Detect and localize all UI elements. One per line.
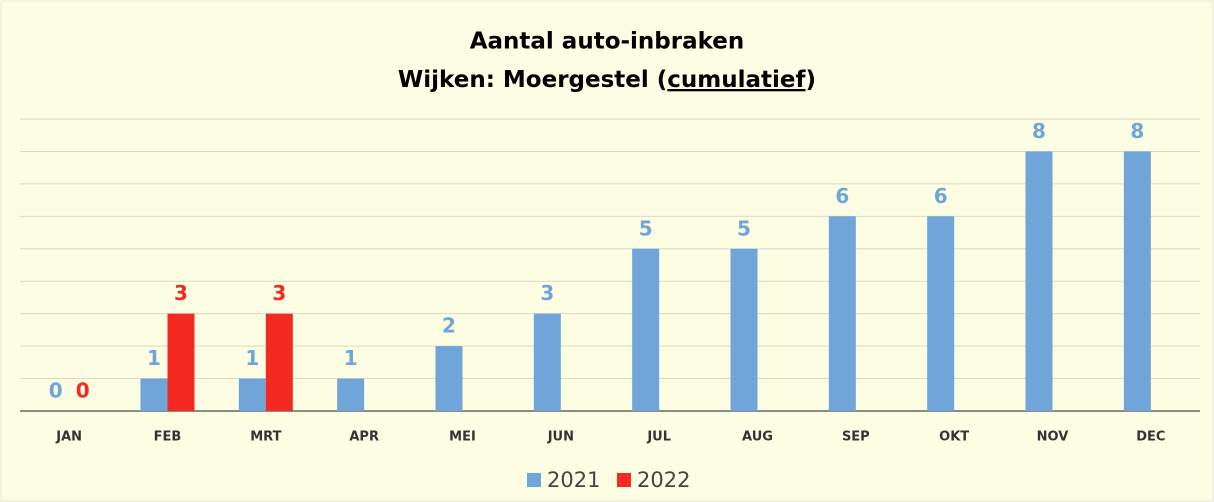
data-label: 5	[639, 216, 653, 240]
data-label: 3	[272, 281, 286, 305]
x-tick-label: DEC	[1136, 430, 1165, 445]
x-tick-label: MRT	[250, 430, 281, 445]
x-tick-label: NOV	[1037, 430, 1069, 445]
bar	[265, 313, 293, 411]
subtitle-part: )	[806, 67, 817, 93]
x-tick-label: MEI	[449, 430, 476, 445]
data-label: 1	[245, 346, 259, 370]
data-label: 8	[1032, 119, 1046, 143]
bar	[632, 248, 660, 411]
x-tick-label: SEP	[842, 430, 870, 445]
x-tick-label: OKT	[939, 430, 969, 445]
bar	[337, 378, 365, 411]
chart-subtitle: Wijken: Moergestel (cumulatief)	[398, 67, 816, 93]
bar	[435, 346, 463, 411]
data-label: 6	[835, 184, 849, 208]
data-label: 3	[174, 281, 188, 305]
data-label: 1	[344, 346, 358, 370]
bar	[730, 248, 758, 411]
x-tick-label: FEB	[154, 430, 182, 445]
bar	[927, 216, 955, 411]
bar	[1123, 151, 1151, 411]
data-label: 5	[737, 216, 751, 240]
x-tick-label: AUG	[742, 430, 773, 445]
bar	[167, 313, 195, 411]
data-label: 0	[49, 379, 63, 403]
data-label: 0	[76, 379, 90, 403]
data-label: 1	[147, 346, 161, 370]
bar	[238, 378, 266, 411]
subtitle-part: cumulatief	[667, 67, 806, 93]
data-label: 6	[934, 184, 948, 208]
chart-title: Aantal auto-inbraken	[470, 29, 745, 55]
bar	[533, 313, 561, 411]
bar	[140, 378, 168, 411]
x-tick-label: JAN	[55, 430, 82, 445]
bar	[1025, 151, 1053, 411]
data-label: 8	[1130, 119, 1144, 143]
legend-label: 2021	[547, 468, 600, 492]
legend-swatch	[617, 473, 631, 487]
legend-label: 2022	[637, 468, 690, 492]
legend-swatch	[527, 473, 541, 487]
x-tick-label: APR	[349, 430, 379, 445]
data-label: 3	[540, 281, 554, 305]
subtitle-part: Wijken: Moergestel (	[398, 67, 667, 93]
x-tick-label: JUN	[547, 430, 574, 445]
bar	[828, 216, 856, 411]
x-tick-label: JUL	[646, 430, 671, 445]
data-label: 2	[442, 314, 456, 338]
